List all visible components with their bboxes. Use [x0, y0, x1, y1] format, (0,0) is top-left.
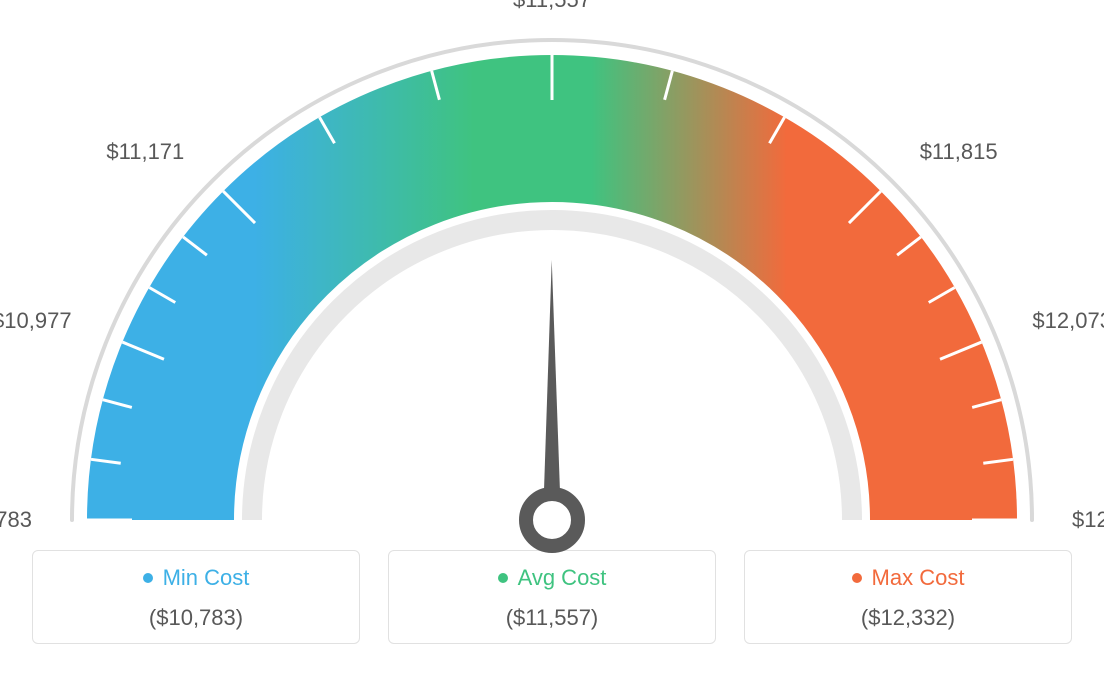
gauge-tick-label: $11,815	[920, 139, 998, 165]
avg-cost-dot-icon	[498, 573, 508, 583]
max-cost-title: Max Cost	[872, 565, 965, 591]
avg-cost-value: ($11,557)	[399, 605, 705, 631]
avg-cost-title-row: Avg Cost	[399, 565, 705, 591]
gauge-tick-label: $12,332	[1072, 507, 1104, 533]
cost-gauge-container: $10,783 $10,977 $11,171 $11,557 $11,815 $12,0…	[0, 0, 1104, 690]
avg-cost-card: Avg Cost ($11,557)	[388, 550, 716, 644]
gauge-tick-label: $12,073	[1032, 308, 1104, 334]
gauge-tick-label: $11,557	[513, 0, 591, 13]
min-cost-title: Min Cost	[163, 565, 250, 591]
max-cost-title-row: Max Cost	[755, 565, 1061, 591]
gauge-chart: $10,783 $10,977 $11,171 $11,557 $11,815 $12,0…	[0, 0, 1104, 560]
gauge-svg	[0, 0, 1104, 560]
max-cost-dot-icon	[852, 573, 862, 583]
summary-cards: Min Cost ($10,783) Avg Cost ($11,557) Ma…	[0, 550, 1104, 644]
min-cost-card: Min Cost ($10,783)	[32, 550, 360, 644]
max-cost-value: ($12,332)	[755, 605, 1061, 631]
avg-cost-title: Avg Cost	[518, 565, 607, 591]
gauge-tick-label: $11,171	[106, 139, 184, 165]
gauge-tick-label: $10,783	[0, 507, 32, 533]
min-cost-dot-icon	[143, 573, 153, 583]
min-cost-title-row: Min Cost	[43, 565, 349, 591]
gauge-tick-label: $10,977	[0, 308, 72, 334]
min-cost-value: ($10,783)	[43, 605, 349, 631]
max-cost-card: Max Cost ($12,332)	[744, 550, 1072, 644]
